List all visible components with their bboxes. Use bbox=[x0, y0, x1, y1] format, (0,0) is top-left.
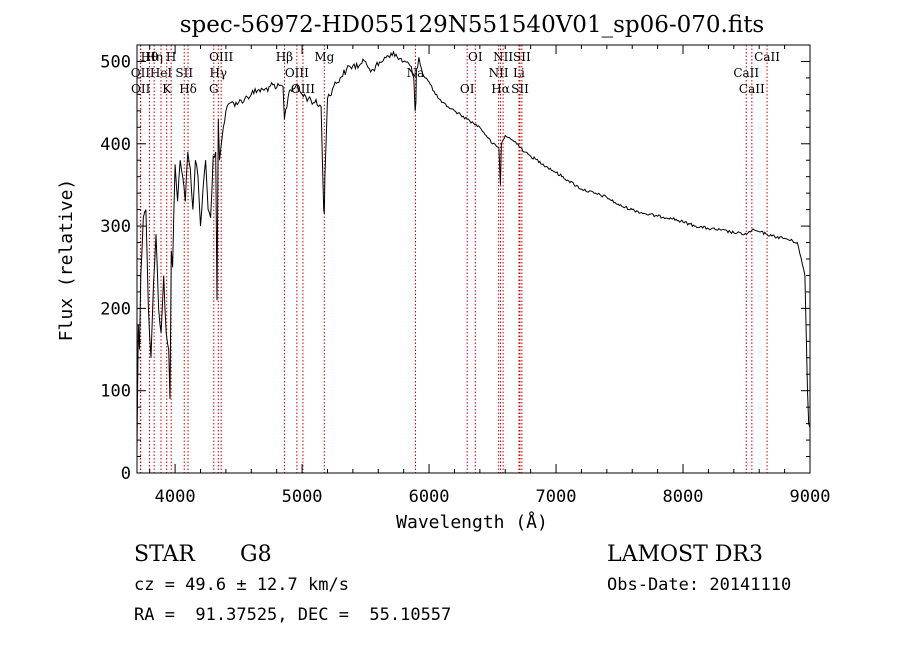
redshift-text: cz = 49.6 ± 12.7 km/s bbox=[134, 575, 349, 595]
line-label: SII bbox=[175, 66, 193, 80]
line-label: Na bbox=[407, 66, 425, 80]
spectrum-series-line bbox=[136, 50, 811, 449]
survey-name: LAMOST DR3 bbox=[607, 542, 763, 567]
x-tick-label: 9000 bbox=[790, 487, 831, 507]
line-label: HeI bbox=[150, 66, 173, 80]
x-tick-label: 7000 bbox=[536, 487, 577, 507]
y-tick-label: 500 bbox=[100, 52, 131, 72]
spectral-line-markers bbox=[139, 45, 768, 473]
line-label: SII bbox=[513, 50, 531, 64]
y-axis-label: Flux (relative) bbox=[56, 179, 77, 342]
line-label: OI bbox=[468, 50, 483, 64]
line-label: OII bbox=[131, 66, 151, 80]
line-label: NII bbox=[489, 66, 509, 80]
line-label: OI bbox=[460, 82, 475, 96]
x-tick-label: 4000 bbox=[155, 487, 196, 507]
line-label: OIII bbox=[209, 50, 233, 64]
line-label: Hη bbox=[145, 50, 163, 64]
x-tick-label: 8000 bbox=[663, 487, 704, 507]
y-tick-label: 400 bbox=[100, 135, 131, 155]
object-subclass: G8 bbox=[240, 542, 272, 567]
line-label: G bbox=[209, 82, 219, 96]
line-label: CaII bbox=[739, 82, 765, 96]
line-label: Mg bbox=[314, 50, 334, 64]
y-axis-ticks: 0 100 200 300 400 500 bbox=[100, 44, 810, 484]
x-tick-label: 6000 bbox=[409, 487, 450, 507]
line-label: NII bbox=[493, 50, 513, 64]
line-label: Hθ bbox=[141, 50, 159, 64]
line-label: SII bbox=[511, 82, 529, 96]
x-axis-label: Wavelength (Å) bbox=[396, 511, 548, 533]
line-label: Li bbox=[513, 66, 525, 80]
coordinates-text: RA = 91.37525, DEC = 55.10557 bbox=[134, 605, 451, 625]
plot-frame bbox=[136, 44, 811, 474]
object-class: STAR bbox=[134, 542, 196, 567]
y-tick-label: 200 bbox=[100, 299, 131, 319]
y-tick-label: 300 bbox=[100, 217, 131, 237]
line-label: OII bbox=[131, 82, 151, 96]
line-label: CaII bbox=[733, 66, 759, 80]
line-label: CaII bbox=[754, 50, 780, 64]
obs-date-text: Obs-Date: 20141110 bbox=[607, 575, 791, 595]
spectral-line-labels: HθOIIOIIHηHeIKHSIIHδOIIIHγGHβOIIIOIIIMgN… bbox=[131, 50, 780, 96]
x-axis-ticks: 4000 5000 6000 7000 8000 9000 bbox=[149, 45, 831, 507]
x-tick-label: 5000 bbox=[282, 487, 323, 507]
chart-title: spec-56972-HD055129N551540V01_sp06-070.f… bbox=[180, 12, 765, 38]
line-label: Hβ bbox=[276, 50, 293, 64]
line-label: Hδ bbox=[179, 82, 197, 96]
line-label: Hγ bbox=[209, 66, 227, 80]
line-label: H bbox=[166, 50, 176, 64]
y-tick-label: 0 bbox=[121, 464, 131, 484]
y-tick-label: 100 bbox=[100, 382, 131, 402]
line-label: K bbox=[162, 82, 172, 96]
line-label: Hα bbox=[491, 82, 510, 96]
line-label: OIII bbox=[285, 66, 309, 80]
